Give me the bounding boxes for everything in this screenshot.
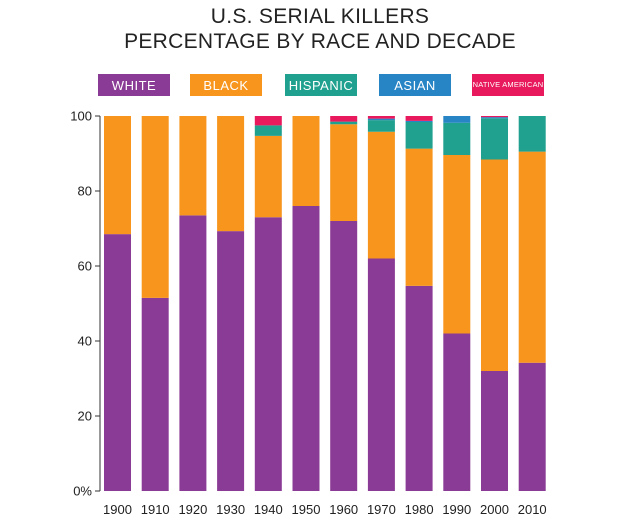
chart-title-line-1: U.S. SERIAL KILLERS <box>210 5 430 28</box>
bar-2010-black <box>518 151 546 363</box>
x-tick-label-1950: 1950 <box>292 502 321 517</box>
bar-2000-native-american <box>481 116 508 118</box>
bar-1960-hispanic <box>330 121 358 125</box>
bar-1970-native-american <box>367 116 395 119</box>
bar-2000-black <box>481 159 508 371</box>
bar-1970-hispanic <box>367 120 395 132</box>
bar-1950-white <box>292 206 320 491</box>
bar-1900-black <box>104 116 131 235</box>
y-tick-label-20: 20 <box>78 409 92 424</box>
bar-1980-asian <box>405 120 433 122</box>
bar-1990-asian <box>443 116 471 123</box>
x-tick-label-1910: 1910 <box>141 502 170 517</box>
bar-1930-white <box>217 231 245 492</box>
bar-2000-asian <box>481 117 508 119</box>
chart-title-line-2: PERCENTAGE BY RACE AND DECADE <box>124 30 516 53</box>
bar-1920-black <box>179 116 207 216</box>
x-tick-label-1940: 1940 <box>254 502 283 517</box>
bar-1980-black <box>405 148 433 286</box>
bar-1970-asian <box>367 118 395 121</box>
x-tick-label-2010: 2010 <box>518 502 547 517</box>
x-tick-label-2000: 2000 <box>480 502 509 517</box>
bar-1910-black <box>141 116 169 298</box>
bar-1910-white <box>141 297 169 492</box>
bar-1960-white <box>330 221 358 491</box>
bar-1920-white <box>179 215 207 492</box>
bar-2000-white <box>481 371 508 491</box>
x-tick-label-1930: 1930 <box>216 502 245 517</box>
bar-1980-hispanic <box>405 122 433 149</box>
bar-2000-hispanic <box>481 118 508 160</box>
bar-1990-hispanic <box>443 122 471 155</box>
bar-1960-native-american <box>330 116 358 122</box>
x-tick-label-1980: 1980 <box>405 502 434 517</box>
bar-2010-hispanic <box>518 116 546 152</box>
y-tick-label-80: 80 <box>78 184 92 199</box>
x-tick-label-1970: 1970 <box>367 502 396 517</box>
bar-1940-native-american <box>254 116 282 126</box>
x-tick-label-1900: 1900 <box>103 502 132 517</box>
bar-1940-white <box>254 217 282 491</box>
bar-1990-white <box>443 333 471 491</box>
x-tick-label-1920: 1920 <box>178 502 207 517</box>
chart-title: U.S. SERIAL KILLERS PERCENTAGE BY RACE A… <box>0 4 640 54</box>
bar-1930-black <box>217 116 245 232</box>
y-tick-label-40: 40 <box>78 334 92 349</box>
x-tick-label-1960: 1960 <box>329 502 358 517</box>
x-tick-label-1990: 1990 <box>442 502 471 517</box>
bar-2010-white <box>518 362 546 491</box>
y-tick-label-0: 0% <box>73 484 92 499</box>
bar-1980-white <box>405 285 433 492</box>
bar-1900-white <box>104 234 131 492</box>
bar-1950-black <box>292 116 320 206</box>
y-tick-label-100: 100 <box>70 109 92 124</box>
bar-1940-hispanic <box>254 125 282 136</box>
bar-1990-black <box>443 155 471 334</box>
bar-1960-black <box>330 124 358 221</box>
bar-1980-native-american <box>405 116 433 121</box>
y-tick-label-60: 60 <box>78 259 92 274</box>
bar-1940-black <box>254 135 282 218</box>
bar-1970-white <box>367 258 395 491</box>
bar-1970-black <box>367 131 395 259</box>
